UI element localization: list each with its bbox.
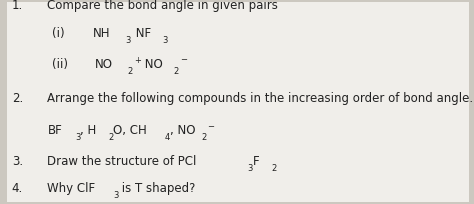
Text: , NO: , NO: [170, 124, 195, 137]
Text: BF: BF: [47, 124, 62, 137]
Text: 4.: 4.: [12, 181, 23, 194]
Text: Arrange the following compounds in the increasing order of bond angle.: Arrange the following compounds in the i…: [47, 92, 474, 105]
Text: 2: 2: [201, 133, 206, 142]
Text: NF: NF: [132, 27, 151, 40]
Text: 3: 3: [113, 190, 118, 199]
Text: (i): (i): [52, 27, 65, 40]
Text: 2: 2: [173, 67, 179, 75]
Text: (ii): (ii): [52, 57, 68, 70]
Text: −: −: [180, 55, 187, 64]
Text: NO: NO: [95, 57, 113, 70]
Text: NH: NH: [92, 27, 110, 40]
Text: 3: 3: [126, 36, 131, 45]
Text: 3.: 3.: [12, 154, 23, 167]
Text: Compare the bond angle in given pairs: Compare the bond angle in given pairs: [47, 0, 278, 12]
Text: 2: 2: [108, 133, 113, 142]
Text: , H: , H: [80, 124, 96, 137]
FancyBboxPatch shape: [7, 3, 469, 202]
Text: +: +: [134, 55, 141, 64]
Text: 1.: 1.: [12, 0, 23, 12]
Text: F: F: [253, 154, 260, 167]
Text: 4: 4: [165, 133, 170, 142]
Text: 2: 2: [271, 163, 276, 172]
Text: 3: 3: [247, 163, 253, 172]
Text: 3: 3: [162, 36, 167, 45]
Text: −: −: [208, 122, 215, 131]
Text: is T shaped?: is T shaped?: [118, 181, 196, 194]
Text: Why ClF: Why ClF: [47, 181, 96, 194]
Text: 3: 3: [75, 133, 80, 142]
Text: 2.: 2.: [12, 92, 23, 105]
Text: Draw the structure of PCl: Draw the structure of PCl: [47, 154, 197, 167]
Text: O, CH: O, CH: [113, 124, 146, 137]
Text: 2: 2: [127, 67, 132, 75]
Text: NO: NO: [141, 57, 163, 70]
